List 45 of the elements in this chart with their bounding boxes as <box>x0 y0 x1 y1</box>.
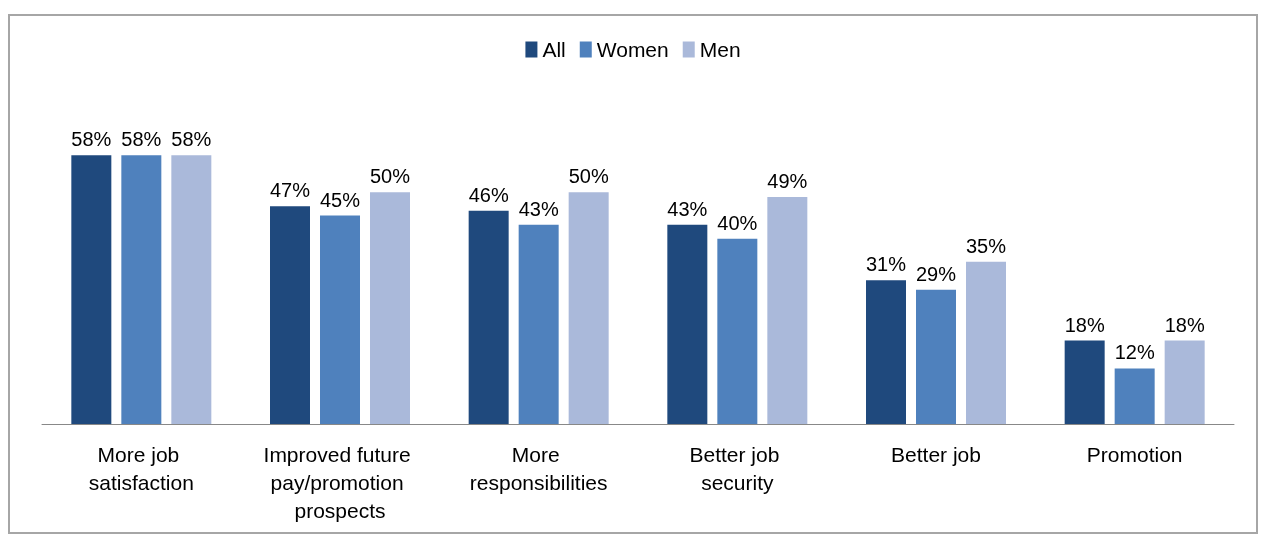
bar <box>320 215 360 424</box>
data-label: 45% <box>319 188 361 211</box>
data-label: 40% <box>717 211 758 234</box>
x-tick-label: Better job security <box>689 442 786 494</box>
x-tick-label: More job satisfaction <box>88 442 194 494</box>
data-label: 47% <box>269 179 311 202</box>
bar <box>171 155 212 424</box>
data-label: 43% <box>518 197 559 220</box>
bar <box>916 289 956 424</box>
data-label: 35% <box>965 234 1007 257</box>
data-label: 31% <box>865 253 907 276</box>
legend-label: All <box>542 38 566 61</box>
x-tick-label: Improved future pay/promotion prospects <box>263 442 417 522</box>
data-label: 49% <box>767 169 808 192</box>
data-label: 46% <box>468 183 509 206</box>
bar <box>270 206 310 424</box>
bar <box>717 238 758 424</box>
data-label: 29% <box>915 262 957 285</box>
bar <box>71 155 112 424</box>
bar <box>767 196 808 424</box>
data-label: 12% <box>1114 341 1155 364</box>
bar <box>667 224 708 424</box>
legend-label: Women <box>596 38 669 61</box>
x-tick-label: Better job <box>891 442 981 466</box>
bar <box>1064 340 1105 424</box>
bar <box>1114 368 1155 424</box>
legend-label: Men <box>699 38 741 61</box>
x-tick-label: More responsibilities <box>469 442 608 494</box>
data-label: 18% <box>1064 313 1105 336</box>
bar <box>966 261 1006 424</box>
bar <box>468 210 509 424</box>
bar <box>568 192 609 424</box>
bar <box>518 224 559 424</box>
bar <box>1164 340 1205 424</box>
data-label: 58% <box>171 128 212 151</box>
data-label: 50% <box>369 165 411 188</box>
data-label: 58% <box>121 128 162 151</box>
bar <box>370 192 410 424</box>
bar <box>121 155 162 424</box>
data-label: 18% <box>1164 313 1205 336</box>
data-label: 50% <box>568 165 609 188</box>
data-label: 43% <box>667 197 708 220</box>
bar <box>866 280 906 424</box>
x-tick-label: Promotion <box>1086 442 1183 466</box>
data-label: 58% <box>71 128 112 151</box>
